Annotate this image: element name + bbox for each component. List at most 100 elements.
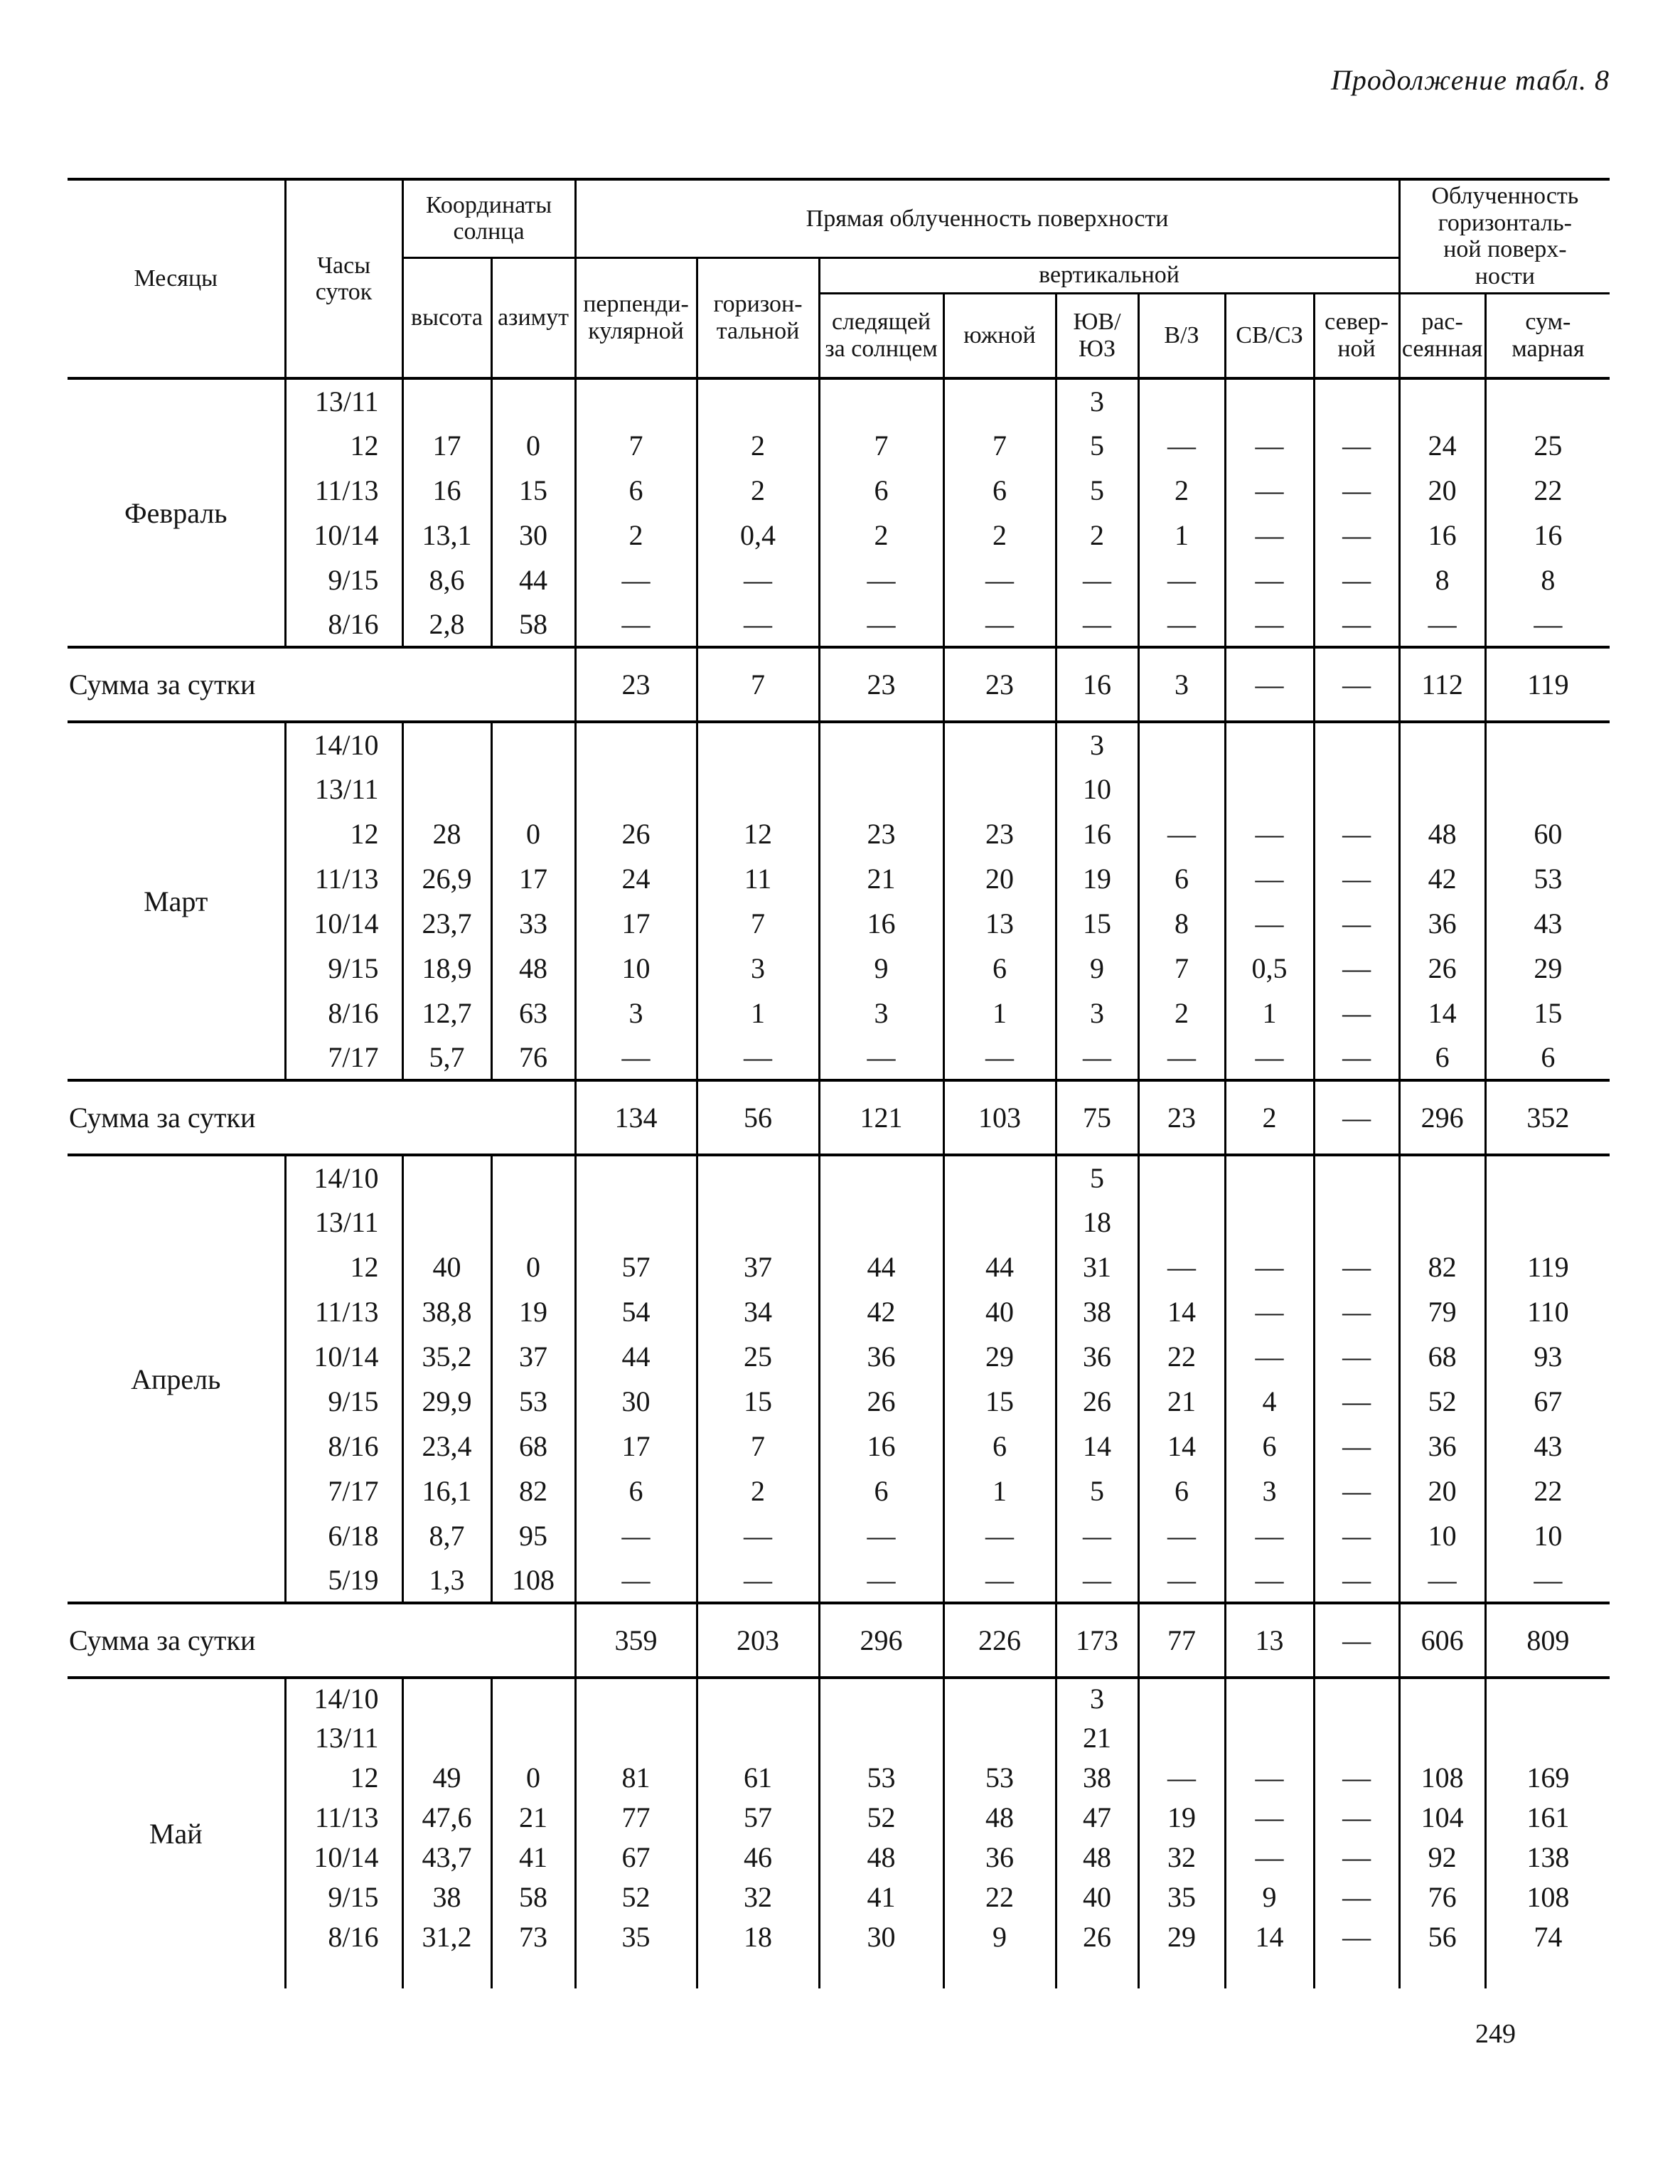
table-cell: [401, 1678, 491, 1717]
header-row-3: следящей за солнцем южной ЮВ/ЮЗ В/З СВ/С…: [68, 293, 1610, 380]
col-header-ne-nw: СВ/СЗ: [1224, 293, 1315, 380]
table-cell: 15: [942, 1379, 1056, 1424]
table-row: Февраль 13/11 3: [68, 378, 1610, 529]
table-cell: 0: [490, 423, 576, 468]
table-cell: 53: [942, 1757, 1056, 1797]
table-cell: [1312, 1956, 1400, 1988]
table-cell: 4: [1224, 1379, 1315, 1424]
table-cell: 9: [818, 946, 944, 991]
table-cell: —: [1224, 811, 1315, 856]
table-cell: —: [695, 602, 820, 647]
table-cell: 37: [695, 1245, 820, 1289]
table-row: 12 40 0 57 37 44 44 31— — —82 119: [68, 1245, 1610, 1289]
table-cell: —: [1224, 1035, 1315, 1080]
table-row: 11/13 16 15 6 2 6 6 5 2— —20 22: [68, 468, 1610, 513]
table-cell: 0,4: [695, 513, 820, 558]
hours-cell: 13/11: [284, 378, 402, 423]
hours-cell: 14/10: [284, 1155, 402, 1200]
table-cell: —: [1312, 1837, 1400, 1877]
table-cell: 2: [1054, 513, 1139, 558]
table-cell: [1224, 1678, 1315, 1717]
table-cell: [695, 1717, 820, 1757]
table-cell: 15: [1054, 901, 1139, 946]
table-cell: [1398, 1717, 1486, 1757]
table-cell: [818, 722, 944, 767]
table-cell: 16: [1054, 811, 1139, 856]
sum-cell: 13: [1224, 1603, 1315, 1678]
table-cell: —: [1312, 856, 1400, 901]
table-row: 9/15 18,9 48 10 3 9 6 9 7 0,5—26 29: [68, 946, 1610, 991]
table-cell: —: [1312, 602, 1400, 647]
table-cell: 63: [490, 991, 576, 1035]
col-header-north: север- ной: [1312, 293, 1400, 380]
table-cell: 7: [574, 423, 697, 468]
table-cell: —: [1312, 1877, 1400, 1917]
table-cell: 29: [942, 1334, 1056, 1379]
table-cell: 22: [942, 1877, 1056, 1917]
table-cell: 7: [1137, 946, 1226, 991]
table-cell: —: [942, 1035, 1056, 1080]
table-cell: [695, 767, 820, 811]
table-cell: [818, 1717, 944, 1757]
table-cell: —: [818, 602, 944, 647]
table-cell: 10: [1484, 1513, 1610, 1558]
table-cell: —: [1137, 423, 1226, 468]
table-cell: [1312, 1200, 1400, 1245]
table-cell: 44: [942, 1245, 1056, 1289]
table-cell: —: [1224, 558, 1315, 602]
daily-sum-row: Сумма за сутки 23 7 23 23 16 3— —112 119: [68, 647, 1610, 722]
table-cell: —: [695, 558, 820, 602]
table-cell: 110: [1484, 1289, 1610, 1334]
table-cell: [574, 1717, 697, 1757]
hours-cell: 9/15: [284, 1379, 402, 1424]
table-cell: 1: [942, 991, 1056, 1035]
table-cell: 74: [1484, 1917, 1610, 1956]
table-cell: 47,6: [401, 1797, 491, 1837]
table-cell: 17: [574, 1424, 697, 1469]
table-cell: —: [1054, 1513, 1139, 1558]
table-cell: 82: [490, 1469, 576, 1513]
table-row: Апрель 14/10 5: [68, 1155, 1610, 1395]
table-cell: 9: [1054, 946, 1139, 991]
table-cell: [695, 1155, 820, 1200]
table-cell: [490, 1200, 576, 1245]
table-cell: 30: [818, 1917, 944, 1956]
sum-cell: 606: [1398, 1603, 1486, 1678]
table-cell: 8: [1398, 558, 1486, 602]
sum-cell: 121: [818, 1080, 944, 1155]
table-cell: 40: [942, 1289, 1056, 1334]
table-cell: 44: [818, 1245, 944, 1289]
table-cell: [574, 1956, 697, 1988]
table-row: 7/17 16,1 82 6 2 6 1 5 6 3—20 22: [68, 1469, 1610, 1513]
table-cell: 7: [695, 1424, 820, 1469]
col-header-horizontal: горизон- тальной: [695, 257, 820, 380]
table-cell: 3: [1054, 1678, 1139, 1717]
table-cell: 6: [942, 468, 1056, 513]
page-number: 249: [1475, 2019, 1516, 2049]
hours-cell: 12: [284, 423, 402, 468]
table-cell: 41: [818, 1877, 944, 1917]
sum-cell: 3: [1137, 647, 1226, 722]
table-cell: —: [1312, 1797, 1400, 1837]
table-cell: [1137, 1155, 1226, 1200]
table-cell: —: [1224, 513, 1315, 558]
table-row: 11/13 47,6 21 77 57 52 48 47 19— —104 161: [68, 1797, 1610, 1837]
sum-cell: 7: [695, 647, 820, 722]
table-cell: 8: [1484, 558, 1610, 602]
table-cell: 58: [490, 1877, 576, 1917]
table-cell: 19: [490, 1289, 576, 1334]
table-cell: 35,2: [401, 1334, 491, 1379]
table-cell: —: [1054, 558, 1139, 602]
table-cell: 6: [818, 468, 944, 513]
table-cell: —: [1054, 1558, 1139, 1603]
table-row: 12 28 0 26 12 23 23 16— — —48 60: [68, 811, 1610, 856]
table-cell: 18: [1054, 1200, 1139, 1245]
table-cell: 7: [818, 423, 944, 468]
table-cell: [1484, 767, 1610, 811]
hours-cell: 11/13: [284, 1289, 402, 1334]
table-cell: —: [942, 1558, 1056, 1603]
table-cell: 42: [818, 1289, 944, 1334]
table-row: 9/15 38 58 52 32 41 22 40 35 9—76 108: [68, 1877, 1610, 1917]
hours-cell: 10/14: [284, 901, 402, 946]
table-cell: 47: [1054, 1797, 1139, 1837]
